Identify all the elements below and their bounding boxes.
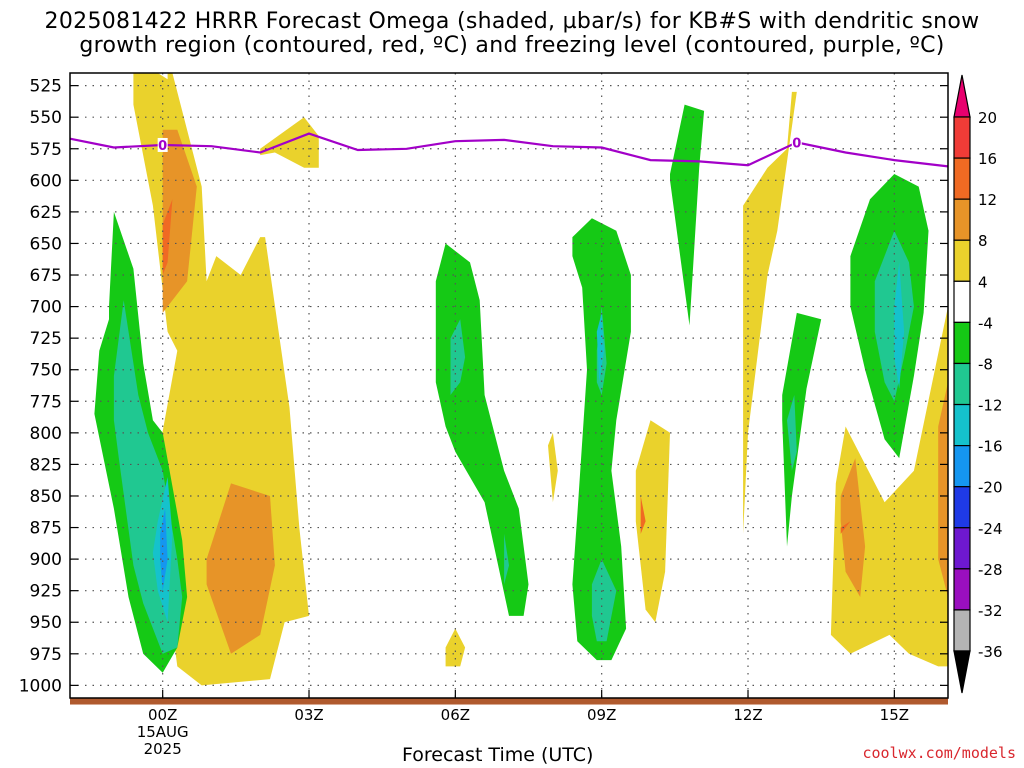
colorbar-label-9: -20 [978, 479, 1003, 497]
colorbar-label-7: -12 [978, 397, 1003, 415]
chart-title-line-1: 2025081422 HRRR Forecast Omega (shaded, … [44, 9, 980, 34]
y-tick-label-600: 600 [30, 171, 62, 191]
colorbar-label-13: -36 [978, 643, 1003, 661]
colorbar-band-9 [953, 486, 971, 529]
omega-region-neg4-18 [782, 312, 822, 547]
x-tick-label-09Z: 09Z [587, 706, 616, 724]
colorbar-band-12 [953, 609, 971, 652]
colorbar-band-11 [953, 568, 971, 611]
y-tick-label-750: 750 [30, 361, 62, 381]
x-tick-label-12Z: 12Z [733, 706, 762, 724]
y-tick-label-725: 725 [30, 329, 62, 349]
freezing-level-label-1: 0 [792, 136, 801, 151]
y-tick-label-950: 950 [30, 613, 62, 633]
colorbar-label-6: -8 [978, 355, 993, 373]
omega-region-neg8-25 [787, 395, 797, 471]
y-tick-label-575: 575 [30, 140, 62, 160]
colorbar-label-12: -32 [978, 602, 1003, 620]
colorbar-label-1: 16 [978, 150, 997, 168]
colorbar-label-11: -28 [978, 561, 1003, 579]
y-tick-label-800: 800 [30, 424, 62, 444]
site-credit-link[interactable]: coolwx.com/models [862, 744, 1016, 762]
y-tick-label-1000: 1000 [19, 676, 62, 696]
x-tick-label-15Z: 15Z [880, 706, 909, 724]
colorbar-bottom-arrow [953, 650, 971, 694]
x-axis-label: Forecast Time (UTC) [402, 744, 594, 766]
y-tick-label-550: 550 [30, 108, 62, 128]
colorbar-label-5: -4 [978, 314, 993, 332]
y-tick-label-900: 900 [30, 550, 62, 570]
colorbar-band-5 [953, 321, 971, 365]
colorbar-label-4: 4 [978, 273, 988, 291]
y-tick-label-775: 775 [30, 392, 62, 412]
x-tick-label-03Z: 03Z [294, 706, 323, 724]
colorbar-band-1 [953, 157, 971, 200]
colorbar-band-7 [953, 403, 971, 447]
plot-frame [69, 72, 949, 699]
freezing-level-label-0: 0 [158, 139, 167, 154]
chart-title-line-2: growth region (contoured, red, ºC) and f… [79, 33, 945, 58]
omega-region-neg8-24 [591, 559, 617, 642]
y-tick-label-975: 975 [30, 645, 62, 665]
y-tick-label-700: 700 [30, 298, 62, 318]
colorbar-band-4 [953, 280, 971, 323]
omega-region-neg12-30 [596, 312, 605, 383]
x-tick-label-06Z: 06Z [441, 706, 470, 724]
omega-region-neg8-22 [504, 533, 509, 585]
freezing-label-bg-1 [791, 135, 802, 150]
colorbar-band-6 [953, 362, 971, 406]
x-tick-sublabel-1: 2025 [144, 740, 182, 758]
colorbar-top-arrow [953, 74, 971, 118]
omega-region-4-1 [260, 117, 319, 168]
y-tick-label-875: 875 [30, 519, 62, 539]
colorbar-label-10: -24 [978, 520, 1003, 538]
omega-region-neg4-16 [572, 218, 631, 661]
y-tick-label-675: 675 [30, 266, 62, 286]
y-tick-label-525: 525 [30, 77, 62, 97]
omega-region-8-8 [206, 483, 275, 654]
colorbar-band-0 [953, 116, 971, 159]
omega-region-12-11 [162, 199, 173, 275]
colorbar-label-8: -16 [978, 438, 1003, 456]
x-tick-sublabel-0: 15AUG [137, 723, 189, 741]
colorbar-label-2: 12 [978, 191, 997, 209]
omega-region-4-3 [548, 432, 558, 503]
colorbar-band-2 [953, 198, 971, 241]
colorbar-label-3: 8 [978, 232, 988, 250]
omega-region-8-7 [162, 129, 197, 313]
freezing-label-bg-0 [157, 137, 168, 152]
x-tick-label-00Z: 00Z [148, 706, 177, 724]
omega-region-4-2 [445, 628, 466, 667]
ground-strip [70, 697, 948, 705]
omega-region-neg12-28 [894, 262, 905, 389]
omega-region-neg16-29 [160, 508, 168, 591]
omega-region-12-12 [640, 496, 646, 534]
y-tick-label-925: 925 [30, 582, 62, 602]
omega-region-4-4 [635, 420, 670, 623]
y-tick-label-650: 650 [30, 234, 62, 254]
colorbar-band-8 [953, 445, 971, 488]
omega-region-8-10 [938, 382, 948, 597]
colorbar-band-3 [953, 239, 971, 282]
y-tick-label-850: 850 [30, 487, 62, 507]
omega-region-12-13 [840, 521, 851, 534]
omega-region-8-9 [840, 458, 866, 597]
colorbar-band-10 [953, 527, 971, 570]
y-tick-label-825: 825 [30, 455, 62, 475]
colorbar-label-0: 20 [978, 109, 997, 127]
y-tick-label-625: 625 [30, 203, 62, 223]
omega-region-4-5 [743, 91, 797, 534]
